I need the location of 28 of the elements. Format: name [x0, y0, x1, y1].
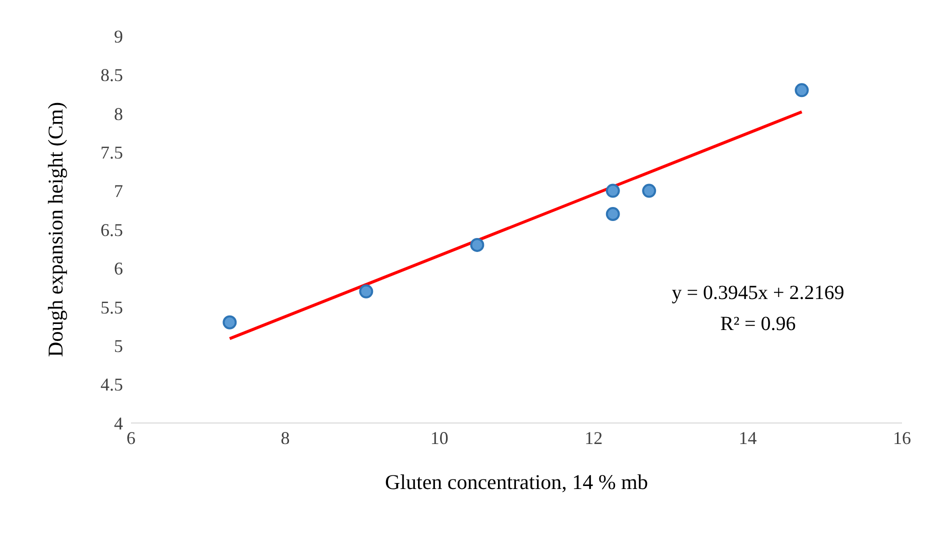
x-tick-label: 8: [280, 428, 290, 448]
y-tick-label: 6: [114, 258, 123, 279]
point: [642, 184, 656, 198]
x-tick-label: 14: [738, 428, 757, 448]
y-tick-label: 5.5: [100, 297, 123, 318]
annotation: y = 0.3945x + 2.2169: [670, 281, 846, 306]
point: [359, 284, 374, 298]
y-tick-label: 4.5: [100, 374, 123, 395]
point: [606, 184, 620, 198]
y-tick-label: 5: [114, 336, 123, 356]
x-tick-label: 6: [126, 428, 136, 448]
x-tick-label: 12: [584, 428, 603, 448]
y-tick-label: 7: [114, 181, 123, 202]
x-tick-label: 10: [430, 428, 448, 448]
y-tick-label: 4: [114, 413, 123, 434]
annotation: R² = 0.96: [719, 312, 797, 337]
x-axis-title: Gluten concentration, 14 % mb: [384, 470, 648, 494]
y-tick-label: 8: [114, 104, 123, 124]
point: [794, 83, 809, 98]
x-tick-label: 16: [893, 428, 911, 448]
y-axis-title: Dough expansion height (Cm): [43, 102, 68, 357]
y-tick-label: 6.5: [100, 220, 123, 240]
point: [222, 315, 237, 330]
y-tick-label: 7.5: [100, 142, 123, 162]
point: [470, 238, 484, 252]
y-tick-label: 8.5: [100, 65, 123, 86]
y-tick-label: 9: [114, 26, 123, 46]
point: [606, 207, 620, 222]
